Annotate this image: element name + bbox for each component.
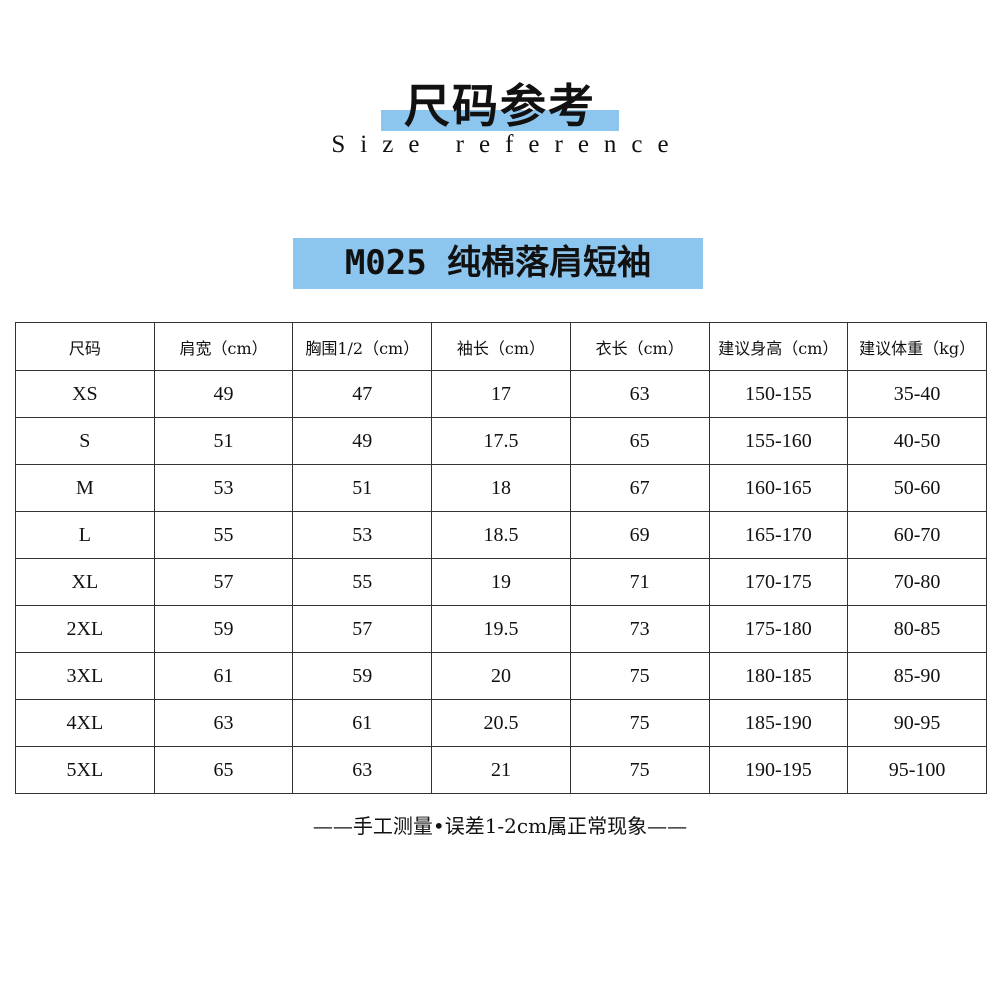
product-name: M025 纯棉落肩短袖 <box>293 238 703 289</box>
table-cell: 67 <box>569 464 710 512</box>
table-cell: M <box>15 464 155 512</box>
table-cell: 袖长（cm） <box>431 322 571 371</box>
table-cell: 18 <box>431 464 571 512</box>
table-cell: XL <box>15 558 155 606</box>
table-row: M 53 51 18 67 160-165 50-60 <box>15 464 987 512</box>
table-cell: 19.5 <box>431 605 571 653</box>
table-cell: 63 <box>153 699 294 747</box>
table-cell: 4XL <box>15 699 155 747</box>
table-cell: 160-165 <box>708 464 849 512</box>
table-cell: 190-195 <box>708 746 849 794</box>
table-cell: 175-180 <box>708 605 849 653</box>
table-cell: 17 <box>431 370 571 418</box>
page-title: 尺码参考 <box>404 79 596 133</box>
table-cell: 53 <box>153 464 294 512</box>
table-cell: 90-95 <box>847 699 987 747</box>
table-cell: 185-190 <box>708 699 849 747</box>
table-cell: 51 <box>153 417 294 465</box>
table-cell: 40-50 <box>847 417 987 465</box>
table-cell: 建议身高（cm） <box>708 322 849 371</box>
table-cell: 61 <box>292 699 433 747</box>
table-cell: 肩宽（cm） <box>153 322 294 371</box>
table-cell: 61 <box>153 652 294 700</box>
table-cell: 70-80 <box>847 558 987 606</box>
size-table: 尺码 肩宽（cm） 胸围1/2（cm） 袖长（cm） 衣长（cm） 建议身高（cm） 建议体… <box>15 322 987 794</box>
table-cell: 17.5 <box>431 417 571 465</box>
table-cell: 63 <box>292 746 433 794</box>
table-cell: 53 <box>292 511 433 559</box>
table-cell: 85-90 <box>847 652 987 700</box>
table-cell: 胸围1/2（cm） <box>292 322 433 371</box>
table-cell: 47 <box>292 370 433 418</box>
table-cell: 60-70 <box>847 511 987 559</box>
table-cell: 51 <box>292 464 433 512</box>
table-row: XL 57 55 19 71 170-175 70-80 <box>15 558 987 606</box>
table-row: 4XL 63 61 20.5 75 185-190 90-95 <box>15 699 987 747</box>
table-cell: 165-170 <box>708 511 849 559</box>
table-cell: 80-85 <box>847 605 987 653</box>
table-cell: 63 <box>569 370 710 418</box>
table-cell: 69 <box>569 511 710 559</box>
table-cell: 150-155 <box>708 370 849 418</box>
table-row: S 51 49 17.5 65 155-160 40-50 <box>15 417 987 465</box>
table-cell: 65 <box>569 417 710 465</box>
title-highlight-bar <box>381 110 619 131</box>
table-cell: L <box>15 511 155 559</box>
table-cell: 75 <box>569 699 710 747</box>
table-cell: 59 <box>153 605 294 653</box>
table-cell: S <box>15 417 155 465</box>
table-cell: XS <box>15 370 155 418</box>
table-cell: 5XL <box>15 746 155 794</box>
table-cell: 49 <box>153 370 294 418</box>
table-cell: 55 <box>292 558 433 606</box>
table-cell: 170-175 <box>708 558 849 606</box>
table-cell: 35-40 <box>847 370 987 418</box>
table-row: 2XL 59 57 19.5 73 175-180 80-85 <box>15 605 987 653</box>
table-cell: 57 <box>153 558 294 606</box>
table-cell: 55 <box>153 511 294 559</box>
table-cell: 49 <box>292 417 433 465</box>
table-cell: 65 <box>153 746 294 794</box>
table-cell: 59 <box>292 652 433 700</box>
table-cell: 衣长（cm） <box>569 322 710 371</box>
table-cell: 2XL <box>15 605 155 653</box>
table-cell: 20.5 <box>431 699 571 747</box>
table-header-row: 尺码 肩宽（cm） 胸围1/2（cm） 袖长（cm） 衣长（cm） 建议身高（cm） 建议体… <box>15 322 987 371</box>
table-cell: 71 <box>569 558 710 606</box>
table-cell: 21 <box>431 746 571 794</box>
footer-note: ——手工测量•误差1-2cm属正常现象—— <box>312 814 688 838</box>
page-subtitle: Size reference <box>331 131 684 158</box>
table-cell: 180-185 <box>708 652 849 700</box>
table-cell: 95-100 <box>847 746 987 794</box>
table-row: L 55 53 18.5 69 165-170 60-70 <box>15 511 987 559</box>
table-cell: 19 <box>431 558 571 606</box>
table-cell: 3XL <box>15 652 155 700</box>
table-row: XS 49 47 17 63 150-155 35-40 <box>15 370 987 418</box>
table-row: 5XL 65 63 21 75 190-195 95-100 <box>15 746 987 794</box>
table-cell: 75 <box>569 746 710 794</box>
table-cell: 50-60 <box>847 464 987 512</box>
table-cell: 建议体重（kg） <box>847 322 987 371</box>
table-cell: 57 <box>292 605 433 653</box>
table-cell: 75 <box>569 652 710 700</box>
table-cell: 18.5 <box>431 511 571 559</box>
table-row: 3XL 61 59 20 75 180-185 85-90 <box>15 652 987 700</box>
table-cell: 尺码 <box>15 322 155 371</box>
table-cell: 20 <box>431 652 571 700</box>
table-cell: 155-160 <box>708 417 849 465</box>
table-cell: 73 <box>569 605 710 653</box>
